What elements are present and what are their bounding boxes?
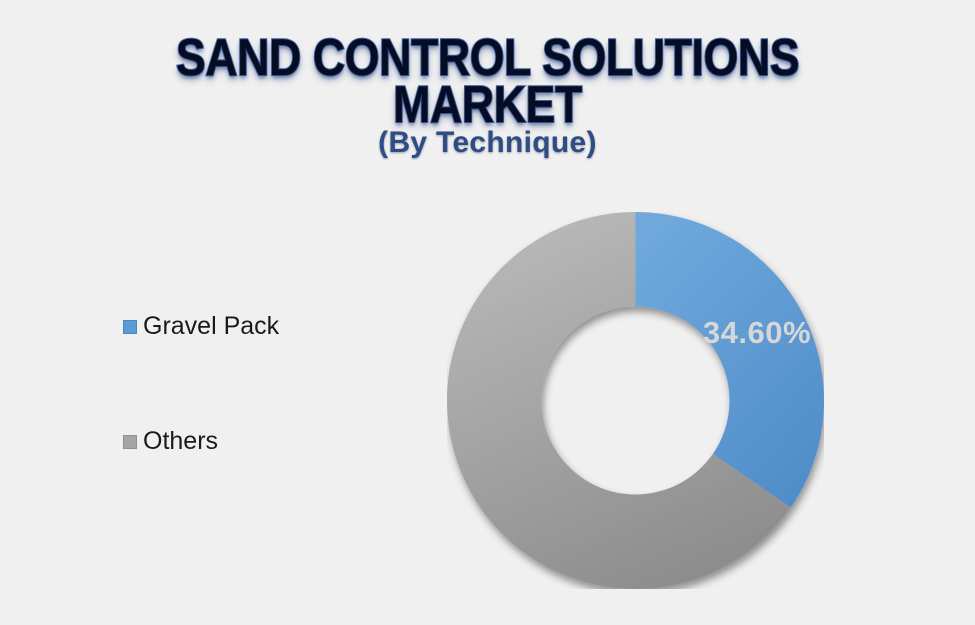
svg-text:34.60%: 34.60%: [703, 315, 811, 350]
